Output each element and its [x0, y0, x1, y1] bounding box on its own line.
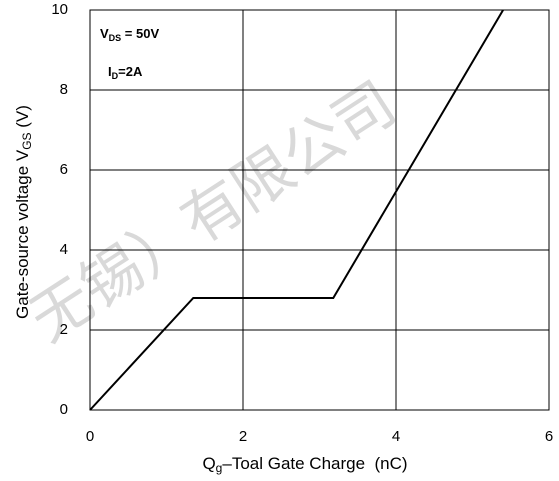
y-tick-label: 8 — [60, 81, 68, 98]
x-axis-label: Qg–Toal Gate Charge (nC) — [202, 454, 407, 475]
annotation-main: V — [100, 26, 109, 41]
y-axis-label-main: Gate-source voltage V — [13, 149, 32, 319]
annotation: ID=2A — [108, 64, 143, 81]
x-tick-label: 4 — [392, 428, 400, 445]
y-axis-label: Gate-source voltage VGS (V) — [13, 105, 34, 319]
y-tick-label: 6 — [60, 161, 68, 178]
watermark: 无锡）有限公司 — [18, 68, 408, 355]
annotation-sub: DS — [109, 33, 122, 43]
data-line — [89, 9, 504, 411]
y-tick-label: 4 — [60, 241, 68, 258]
y-tick-label: 2 — [60, 321, 68, 338]
y-tick-label: 0 — [60, 401, 68, 418]
y-tick-label: 10 — [51, 1, 68, 18]
x-tick-label: 6 — [545, 428, 553, 445]
plot-frame — [89, 9, 550, 411]
annotation-rest: = 50V — [121, 26, 159, 41]
annotation-sub: D — [112, 71, 119, 81]
x-tick-label: 2 — [239, 428, 247, 445]
annotation: VDS = 50V — [100, 26, 159, 43]
x-axis-label-sub: g — [216, 461, 223, 475]
x-axis-label-main: Q — [202, 454, 215, 473]
x-axis-label-rest: –Toal Gate Charge (nC) — [222, 454, 407, 473]
annotation-main: I — [108, 64, 112, 79]
y-axis-label-rest: (V) — [13, 105, 32, 132]
y-axis-label-sub: GS — [20, 132, 34, 149]
x-tick-label: 0 — [86, 428, 94, 445]
annotation-rest: =2A — [118, 64, 143, 79]
